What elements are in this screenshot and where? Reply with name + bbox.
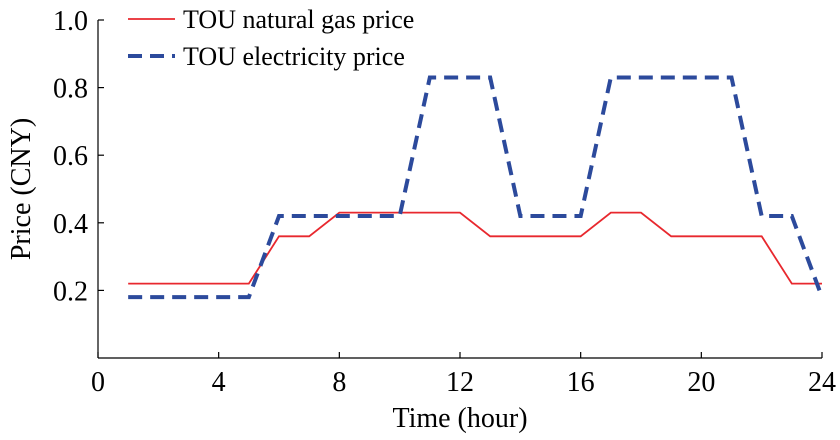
x-tick-label: 0 <box>91 367 105 398</box>
x-tick-label: 24 <box>808 367 836 398</box>
series-line-electricity <box>128 75 824 300</box>
x-tick-label: 12 <box>446 367 474 398</box>
x-axis-title: Time (hour) <box>392 403 527 434</box>
x-tick-label: 20 <box>687 367 715 398</box>
x-tick-label: 8 <box>332 367 346 398</box>
legend-label: TOU electricity price <box>183 42 405 71</box>
x-tick-label: 4 <box>212 367 226 398</box>
y-tick-label: 0.6 <box>53 141 88 172</box>
y-tick-label: 0.8 <box>53 74 88 105</box>
plot-area <box>128 75 824 300</box>
series-line-natural-gas <box>128 211 822 285</box>
y-tick-label: 0.2 <box>53 276 88 307</box>
tick-labels: 0 4 8 12 16 20 24 0.2 0.4 0.6 0.8 1.0 <box>53 6 836 398</box>
x-tick-label: 16 <box>567 367 595 398</box>
legend-label: TOU natural gas price <box>183 5 414 34</box>
axes <box>97 19 823 359</box>
legend: TOU natural gas price TOU electricity pri… <box>128 5 414 71</box>
y-tick-label: 1.0 <box>53 6 88 37</box>
y-tick-label: 0.4 <box>53 209 88 240</box>
y-axis-title: Price (CNY) <box>6 118 37 260</box>
